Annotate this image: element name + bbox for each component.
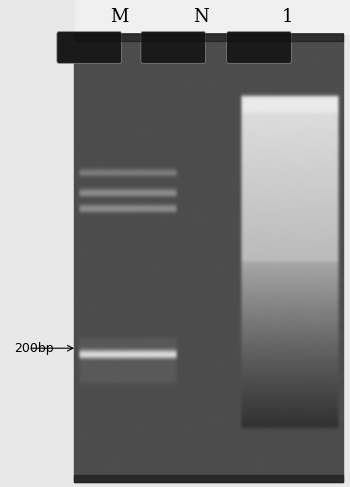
Text: N: N [193, 8, 209, 26]
FancyBboxPatch shape [227, 32, 291, 63]
Text: M: M [110, 8, 128, 26]
Bar [0, 0, 350, 34]
Bar [74, 475, 343, 482]
FancyBboxPatch shape [141, 32, 205, 63]
Text: 1: 1 [281, 8, 293, 26]
Bar [74, 34, 343, 482]
Bar [74, 34, 343, 41]
FancyBboxPatch shape [57, 32, 122, 63]
Bar [0, 0, 74, 487]
Text: 200bp: 200bp [14, 342, 54, 355]
